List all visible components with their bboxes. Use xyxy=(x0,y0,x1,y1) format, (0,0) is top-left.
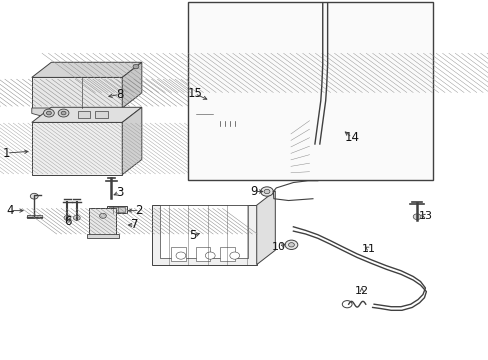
Text: 10: 10 xyxy=(271,242,285,252)
Bar xyxy=(273,93,281,100)
Bar xyxy=(87,234,119,238)
Circle shape xyxy=(229,252,239,259)
Bar xyxy=(278,146,288,169)
Polygon shape xyxy=(32,107,142,122)
Circle shape xyxy=(61,111,66,115)
Polygon shape xyxy=(193,38,300,52)
Polygon shape xyxy=(283,38,300,94)
Polygon shape xyxy=(256,191,275,265)
Circle shape xyxy=(64,215,71,220)
Polygon shape xyxy=(122,62,142,108)
Circle shape xyxy=(73,215,80,220)
Text: 7: 7 xyxy=(130,219,138,231)
Text: 2: 2 xyxy=(135,204,143,217)
Text: 8: 8 xyxy=(116,88,123,101)
Bar xyxy=(27,215,41,218)
Text: 5: 5 xyxy=(189,229,197,242)
Bar xyxy=(188,2,432,180)
Circle shape xyxy=(205,252,215,259)
Polygon shape xyxy=(32,77,122,108)
Circle shape xyxy=(260,187,273,196)
Polygon shape xyxy=(190,113,309,128)
Polygon shape xyxy=(290,113,309,176)
Bar xyxy=(195,93,203,100)
Circle shape xyxy=(285,240,297,249)
Bar xyxy=(217,111,242,121)
Circle shape xyxy=(241,108,255,118)
Polygon shape xyxy=(122,107,142,175)
Circle shape xyxy=(58,109,69,117)
Circle shape xyxy=(288,243,294,247)
Text: 12: 12 xyxy=(354,286,368,296)
Text: 14: 14 xyxy=(344,131,359,144)
Polygon shape xyxy=(32,62,142,77)
Bar xyxy=(78,111,90,118)
Bar xyxy=(319,94,329,100)
Text: 9: 9 xyxy=(250,185,258,198)
Bar xyxy=(210,146,220,169)
Text: 6: 6 xyxy=(63,215,71,228)
Bar xyxy=(251,146,261,169)
Bar xyxy=(151,205,256,265)
Circle shape xyxy=(264,189,269,194)
Bar xyxy=(160,205,247,258)
Circle shape xyxy=(100,213,106,218)
Text: 1: 1 xyxy=(3,147,11,159)
Circle shape xyxy=(43,109,54,117)
Circle shape xyxy=(176,252,185,259)
Circle shape xyxy=(342,301,351,308)
Text: 4: 4 xyxy=(6,204,14,217)
Polygon shape xyxy=(190,128,290,176)
Polygon shape xyxy=(193,52,283,94)
Bar xyxy=(106,206,127,213)
Bar xyxy=(237,146,247,169)
Bar xyxy=(195,247,210,261)
Bar xyxy=(224,146,233,169)
Bar xyxy=(109,207,124,212)
Circle shape xyxy=(412,214,420,220)
Polygon shape xyxy=(32,122,122,175)
Text: 11: 11 xyxy=(362,244,375,254)
Text: 15: 15 xyxy=(187,87,202,100)
Text: 3: 3 xyxy=(116,186,123,199)
Circle shape xyxy=(244,111,251,116)
Bar xyxy=(89,208,116,235)
Polygon shape xyxy=(32,108,51,119)
Bar xyxy=(171,247,185,261)
Bar xyxy=(220,247,234,261)
Bar xyxy=(319,109,329,114)
Bar xyxy=(95,111,107,118)
Circle shape xyxy=(30,193,38,199)
Text: 13: 13 xyxy=(418,211,431,221)
Circle shape xyxy=(46,111,51,115)
Bar xyxy=(196,146,206,169)
Bar xyxy=(195,110,212,119)
Bar xyxy=(264,146,274,169)
Circle shape xyxy=(133,64,139,69)
